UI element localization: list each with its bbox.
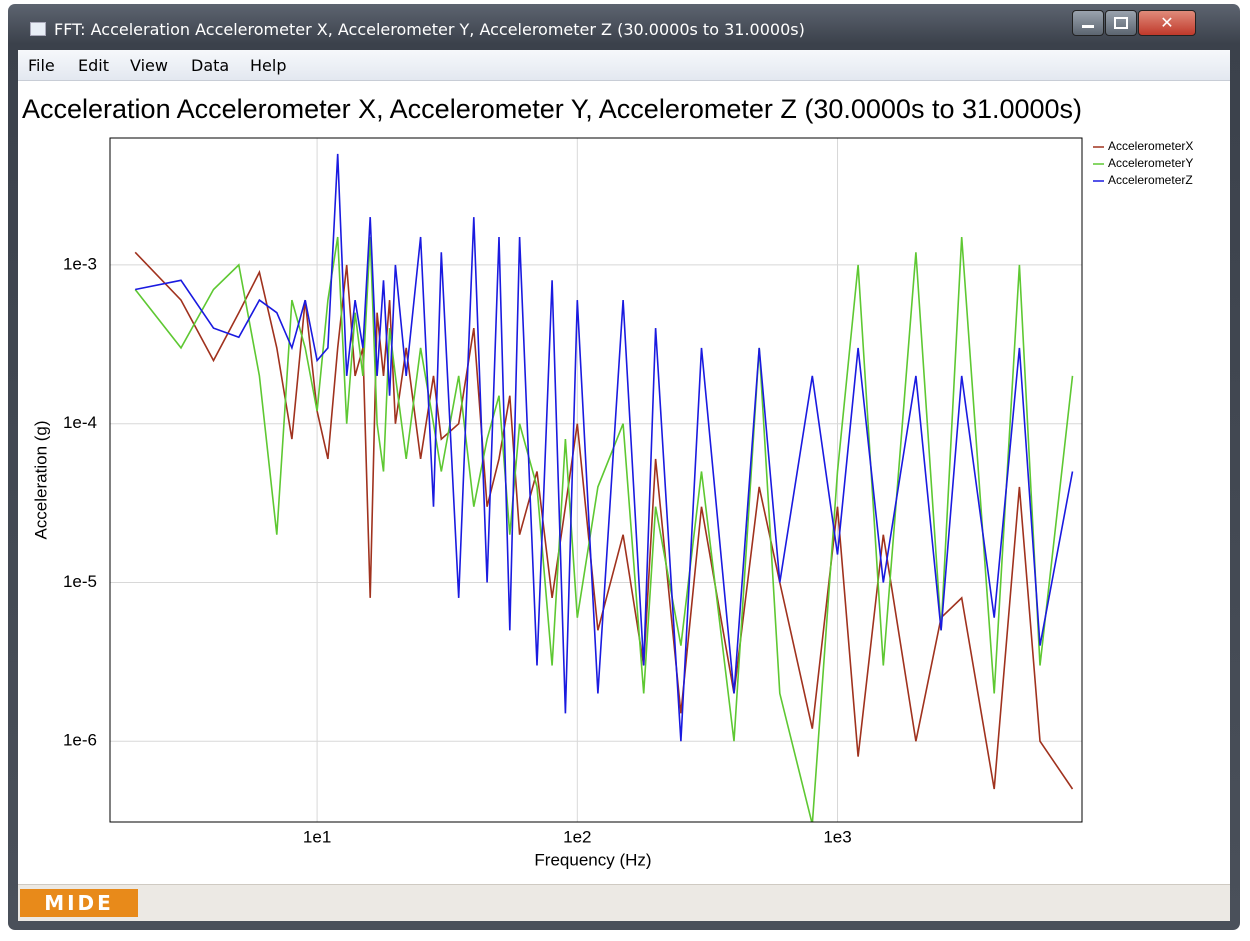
menu-item[interactable]: Edit: [78, 56, 109, 75]
x-tick-label: 1e2: [563, 827, 591, 846]
client-area: File Edit View Data Help MIDE: [18, 50, 1230, 921]
legend-label: AccelerometerX: [1108, 139, 1193, 153]
menu-bar: File Edit View Data Help: [18, 50, 1230, 81]
x-tick-label: 1e1: [303, 827, 331, 846]
window-icon: [30, 22, 46, 36]
maximize-button[interactable]: [1105, 10, 1137, 36]
x-tick-label: 1e3: [823, 827, 851, 846]
menu-item[interactable]: View: [130, 56, 168, 75]
x-axis-label: Frequency (Hz): [534, 850, 651, 869]
close-button[interactable]: ✕: [1138, 10, 1196, 36]
window-title: FFT: Acceleration Accelerometer X, Accel…: [54, 20, 805, 39]
y-tick-label: 1e-5: [63, 572, 97, 591]
menu-item[interactable]: Help: [250, 56, 287, 75]
y-axis-label: Acceleration (g): [31, 420, 50, 539]
menu-item[interactable]: File: [28, 56, 55, 75]
legend-label: AccelerometerY: [1108, 156, 1193, 170]
plot-frame: [109, 137, 1083, 823]
minimize-button[interactable]: [1072, 10, 1104, 36]
status-bar: MIDE: [18, 884, 1230, 921]
y-tick-label: 1e-6: [63, 731, 97, 750]
menu-item[interactable]: Data: [191, 56, 230, 75]
logo: MIDE: [20, 889, 138, 917]
y-tick-label: 1e-3: [63, 254, 97, 273]
series-line: [134, 251, 1074, 790]
y-tick-label: 1e-4: [63, 413, 97, 432]
series-line: [134, 236, 1074, 822]
series-line: [135, 153, 1074, 742]
legend-label: AccelerometerZ: [1108, 173, 1193, 187]
chart-title: Acceleration Accelerometer X, Accelerome…: [22, 94, 1082, 124]
